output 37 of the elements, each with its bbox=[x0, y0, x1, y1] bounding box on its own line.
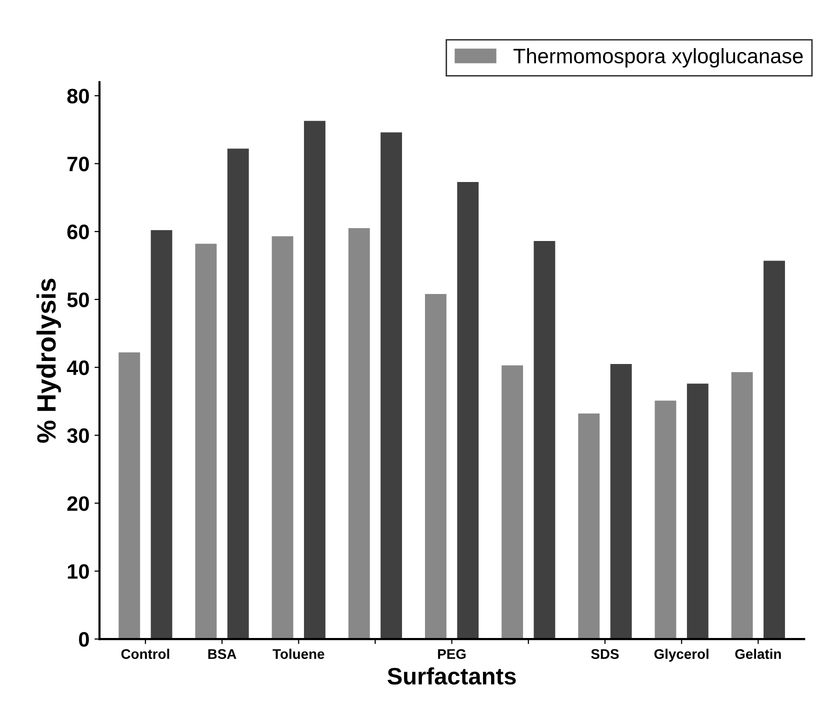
bar bbox=[272, 236, 294, 640]
x-tick-label: PEG bbox=[438, 649, 466, 659]
y-tick-label: 80 bbox=[67, 88, 89, 104]
y-tick-label: 10 bbox=[68, 564, 89, 579]
bar bbox=[764, 260, 785, 640]
y-tick-label: 50 bbox=[67, 292, 89, 308]
bar bbox=[380, 132, 402, 640]
bar bbox=[578, 414, 600, 640]
x-tick-label: Glycerol bbox=[654, 648, 708, 662]
x-tick-label: BSA bbox=[208, 649, 236, 659]
bar bbox=[348, 228, 370, 640]
bar bbox=[425, 294, 446, 640]
y-tick-label: 60 bbox=[67, 224, 89, 240]
y-tick-label: 30 bbox=[67, 428, 89, 444]
x-tick-label: Control bbox=[121, 648, 170, 659]
bar bbox=[534, 241, 556, 640]
bar bbox=[654, 400, 676, 640]
bar bbox=[686, 384, 708, 640]
y-tick-label: 20 bbox=[67, 496, 89, 511]
x-axis-title: Surfactants bbox=[388, 667, 516, 685]
x-tick-label: Toluene bbox=[272, 648, 324, 659]
bar bbox=[610, 364, 632, 640]
y-tick-label: 0 bbox=[78, 632, 89, 647]
bar bbox=[731, 372, 753, 640]
x-tick-label: SDS bbox=[591, 649, 619, 659]
bar bbox=[227, 148, 249, 640]
bar bbox=[150, 230, 172, 640]
y-tick-label: 40 bbox=[66, 360, 89, 376]
bar bbox=[195, 244, 217, 640]
y-axis-title: % Hydrolysis bbox=[36, 278, 62, 443]
bar bbox=[502, 365, 524, 640]
legend-label: Thermomospora xyloglucanase bbox=[513, 48, 803, 68]
x-tick-label: Gelatin bbox=[735, 648, 781, 659]
y-tick-label: 70 bbox=[67, 156, 89, 172]
bar bbox=[118, 352, 140, 640]
bar bbox=[304, 120, 326, 640]
bar bbox=[457, 182, 479, 640]
